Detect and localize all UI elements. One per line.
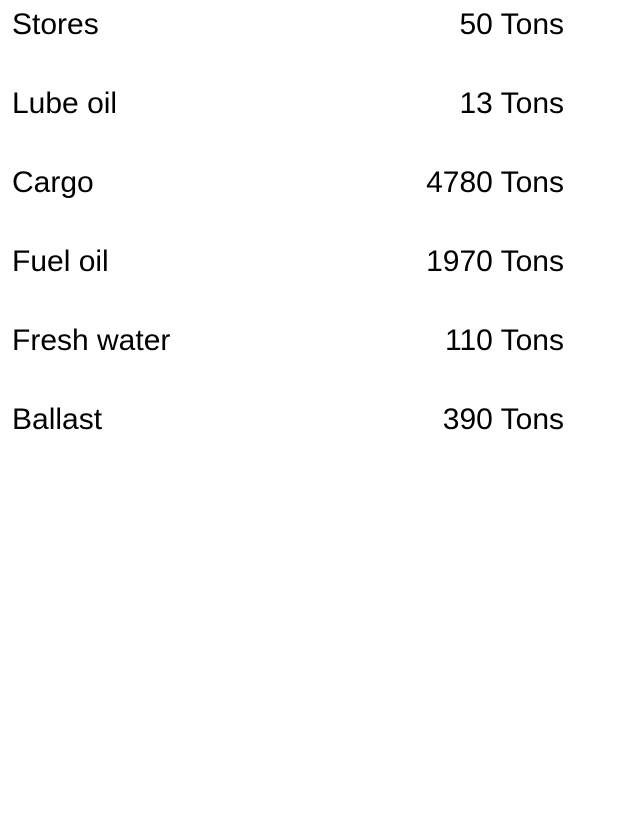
- list-item-cargo: Cargo 4780 Tons: [12, 164, 564, 243]
- item-value: 110 Tons: [445, 324, 564, 357]
- item-label: Lube oil: [12, 87, 118, 120]
- item-value: 4780 Tons: [426, 166, 564, 199]
- item-value: 13 Tons: [459, 87, 564, 120]
- item-label: Fresh water: [12, 324, 171, 357]
- item-label: Ballast: [12, 403, 103, 436]
- list-item-lube-oil: Lube oil 13 Tons: [12, 85, 564, 164]
- item-label: Cargo: [12, 166, 94, 199]
- list-item-stores: Stores 50 Tons: [12, 6, 564, 85]
- list-item-fresh-water: Fresh water 110 Tons: [12, 322, 564, 401]
- item-label: Stores: [12, 8, 99, 41]
- weight-list: Stores 50 Tons Lube oil 13 Tons Cargo 47…: [12, 6, 564, 480]
- item-value: 50 Tons: [459, 8, 564, 41]
- item-value: 1970 Tons: [426, 245, 564, 278]
- list-item-fuel-oil: Fuel oil 1970 Tons: [12, 243, 564, 322]
- list-item-ballast: Ballast 390 Tons: [12, 401, 564, 480]
- item-label: Fuel oil: [12, 245, 109, 278]
- item-value: 390 Tons: [442, 403, 564, 436]
